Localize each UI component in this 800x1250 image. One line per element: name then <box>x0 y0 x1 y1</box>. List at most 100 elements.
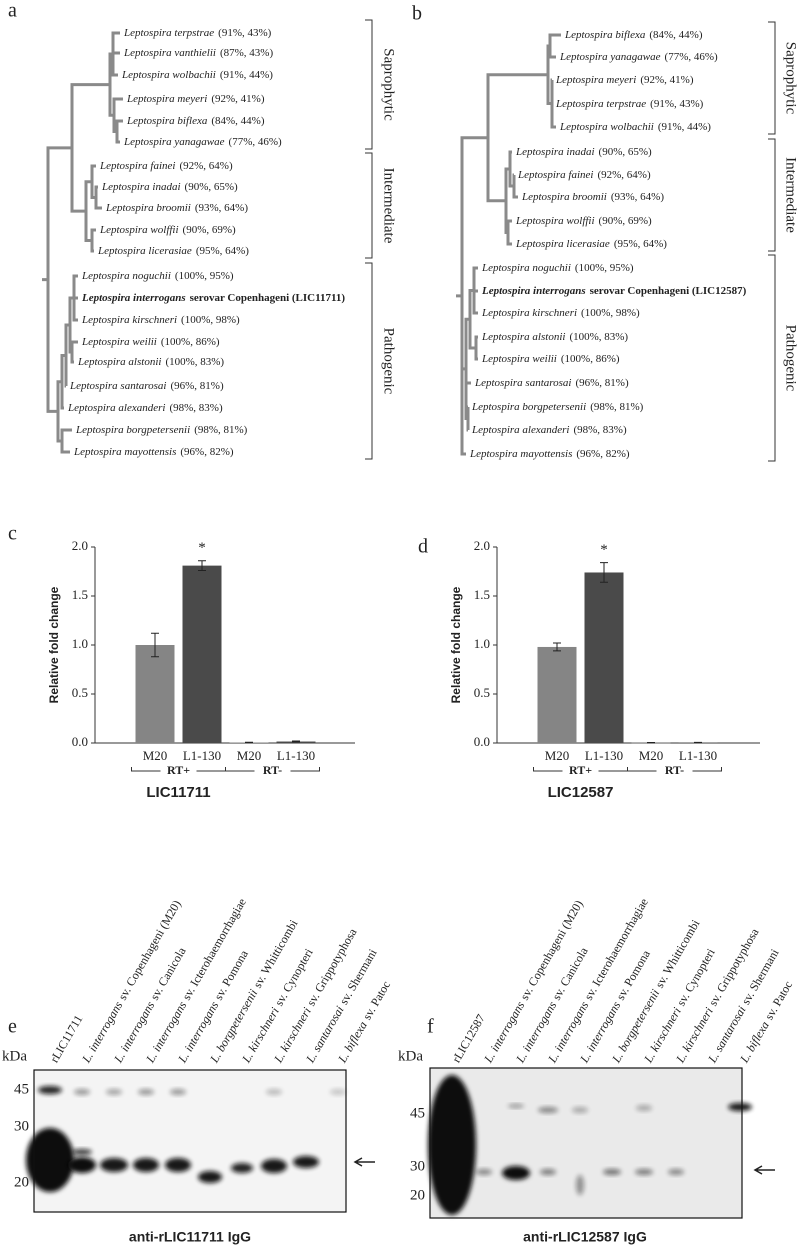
leaf-label: Leptospira alstonii (100%, 83%) <box>77 356 224 368</box>
leaf-stats: (87%, 43%) <box>220 47 273 59</box>
panel-label: a <box>8 0 17 22</box>
blot-band <box>540 1169 556 1175</box>
x-tick-label: M20 <box>639 748 664 763</box>
leaf-stats: (93%, 64%) <box>195 202 248 214</box>
bar <box>537 646 577 743</box>
marker-unit: kDa <box>2 1048 27 1064</box>
error-bar <box>600 562 608 583</box>
species-name: Leptospira alexanderi <box>67 402 165 414</box>
blot-band <box>261 1159 287 1173</box>
leaf-stats: (92%, 64%) <box>179 160 232 172</box>
significance-mark: * <box>198 540 206 556</box>
leaf-stats: (92%, 41%) <box>640 74 693 86</box>
x-axis-label: LIC11711 <box>146 784 210 801</box>
leaf-label: Leptospira terpstrae (91%, 43%) <box>123 27 272 39</box>
species-name: Leptospira broomii <box>105 202 191 214</box>
y-tick-label: 1.0 <box>72 636 88 651</box>
y-tick-label: 1.0 <box>474 636 490 651</box>
species-name: Leptospira alstonii <box>77 356 161 368</box>
species-name: Leptospira biflexa <box>564 29 646 41</box>
panel-label: f <box>427 1016 434 1038</box>
leaf-stats: (95%, 64%) <box>614 238 667 250</box>
blot-band <box>138 1089 154 1095</box>
species-name: Leptospira mayottensis <box>73 446 176 458</box>
leaf-label: Leptospira kirschneri (100%, 98%) <box>481 307 640 319</box>
blot-band <box>26 1128 74 1192</box>
blot-band <box>68 1157 96 1173</box>
group-label: RT+ <box>167 763 190 777</box>
leaf-label: Leptospira mayottensis (96%, 82%) <box>73 446 234 458</box>
blot-band <box>538 1107 558 1113</box>
error-bar <box>553 642 561 652</box>
leaf-label: Leptospira borgpetersenii (98%, 81%) <box>471 401 644 413</box>
group-label: Pathogenic <box>783 325 799 392</box>
leaf-label: Leptospira weilii (100%, 86%) <box>481 353 620 365</box>
leaf-label: Leptospira biflexa (84%, 44%) <box>126 115 265 127</box>
leaf-label: Leptospira meyeri (92%, 41%) <box>126 93 265 105</box>
species-name: Leptospira vanthielii <box>123 47 216 59</box>
leaf-label: Leptospira weilii (100%, 86%) <box>81 336 220 348</box>
leaf-label: Leptospira biflexa (84%, 44%) <box>564 29 703 41</box>
bar <box>135 645 175 743</box>
y-axis-label: Relative fold change <box>47 586 61 703</box>
y-tick-label: 1.5 <box>72 587 88 602</box>
error-bar <box>198 560 206 572</box>
x-tick-label: M20 <box>545 748 570 763</box>
leaf-stats: (91%, 44%) <box>220 69 273 81</box>
blot-band <box>133 1158 159 1172</box>
band-arrow <box>353 1157 375 1167</box>
band-arrow <box>753 1165 775 1175</box>
group-label: Saprophytic <box>381 48 397 121</box>
x-tick-label: L1-130 <box>277 748 315 763</box>
marker-label: 45 <box>410 1105 425 1121</box>
blot-band <box>635 1169 653 1175</box>
leaf-label: Leptospira interrogans serovar Copenhagen… <box>481 285 747 297</box>
species-name: Leptospira wolffii <box>99 224 179 236</box>
significance-mark: * <box>600 542 608 558</box>
blot-band <box>502 1166 530 1180</box>
error-bar <box>292 740 300 743</box>
leaf-label: Leptospira borgpetersenii (98%, 81%) <box>75 424 248 436</box>
group-bracket <box>768 254 776 462</box>
leaf-stats: (96%, 81%) <box>575 377 628 389</box>
species-name: Leptospira fainei <box>99 160 175 172</box>
marker-unit: kDa <box>398 1048 423 1064</box>
leaf-label: Leptospira wolbachii (91%, 44%) <box>121 69 273 81</box>
species-name: Leptospira yanagawae <box>559 51 661 63</box>
species-name: Leptospira noguchii <box>81 270 171 282</box>
leaf-stats: (90%, 69%) <box>183 224 236 236</box>
leaf-stats: (92%, 64%) <box>597 169 650 181</box>
leaf-stats: serovar Copenhageni (LIC12587) <box>590 285 747 297</box>
blot-frame <box>33 1069 347 1213</box>
leaf-stats: (93%, 64%) <box>611 191 664 203</box>
blot-band <box>728 1103 752 1111</box>
species-name: Leptospira kirschneri <box>81 314 177 326</box>
leaf-stats: (100%, 95%) <box>575 262 634 274</box>
x-axis-label: LIC12587 <box>548 784 614 801</box>
leaf-stats: serovar Copenhageni (LIC11711) <box>190 292 346 304</box>
leaf-label: Leptospira yanagawae (77%, 46%) <box>123 136 282 148</box>
x-tick-label: L1-130 <box>679 748 717 763</box>
leaf-label: Leptospira alstonii (100%, 83%) <box>481 331 628 343</box>
leaf-label: Leptospira broomii (93%, 64%) <box>521 191 664 203</box>
leaf-stats: (100%, 86%) <box>561 353 620 365</box>
blot-band <box>266 1089 282 1095</box>
blot-band <box>330 1089 346 1095</box>
panel-label: d <box>418 536 428 558</box>
species-name: Leptospira mayottensis <box>469 448 572 460</box>
leaf-label: Leptospira wolffii (90%, 69%) <box>515 215 652 227</box>
leaf-label: Leptospira interrogans serovar Copenhagen… <box>81 292 345 304</box>
species-name: Leptospira interrogans <box>481 285 586 297</box>
leaf-stats: (91%, 43%) <box>218 27 271 39</box>
species-name: Leptospira weilii <box>81 336 157 348</box>
group-label: RT- <box>665 763 684 777</box>
blot-band <box>576 1175 584 1195</box>
leaf-stats: (98%, 83%) <box>573 424 626 436</box>
leaf-stats: (90%, 69%) <box>599 215 652 227</box>
species-name: Leptospira alstonii <box>481 331 565 343</box>
y-tick-label: 2.0 <box>72 538 88 553</box>
leaf-label: Leptospira fainei (92%, 64%) <box>99 160 233 172</box>
leaf-stats: (100%, 83%) <box>569 331 628 343</box>
blot-band <box>636 1105 652 1111</box>
